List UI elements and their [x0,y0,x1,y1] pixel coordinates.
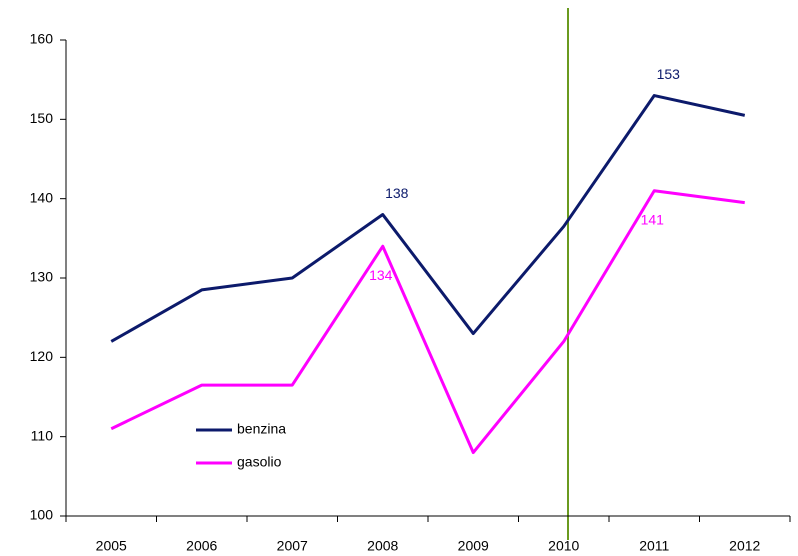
x-tick-label: 2007 [277,538,308,554]
series-line [110,94,746,343]
x-tick-label: 2011 [639,538,669,554]
legend-label: gasolio [237,454,282,470]
data-label: 134 [369,267,393,283]
y-tick-label: 150 [30,110,54,126]
data-label: 138 [385,185,409,201]
data-label: 141 [641,211,665,227]
y-tick-label: 120 [30,348,54,364]
x-tick-label: 2006 [186,538,217,554]
legend-label: benzina [237,421,286,437]
x-tick-label: 2012 [729,538,760,554]
y-tick-label: 130 [30,269,54,285]
x-tick-label: 2005 [96,538,127,554]
y-tick-label: 110 [31,427,54,443]
x-tick-label: 2008 [367,538,398,554]
series-line [110,189,745,455]
x-tick-label: 2009 [458,538,489,554]
y-tick-label: 100 [30,507,54,523]
y-tick-label: 140 [30,189,54,205]
x-tick-label: 2010 [548,538,579,554]
data-label: 153 [657,66,681,82]
y-tick-label: 160 [30,31,54,47]
